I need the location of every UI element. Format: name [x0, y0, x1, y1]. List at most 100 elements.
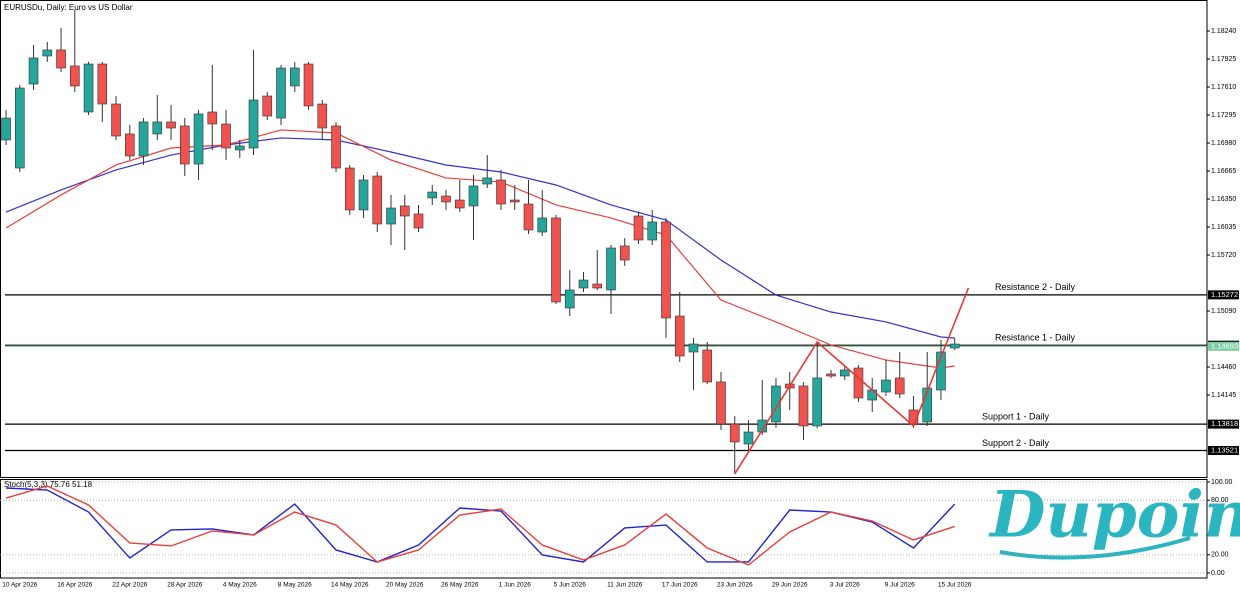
candle-body [688, 343, 699, 353]
moving-average [5, 129, 955, 369]
indicator-title: Stoch(5,3,3) 75.76 51.18 [4, 480, 93, 489]
y-tick-label: 1.14145 [1211, 392, 1236, 399]
moving-average [5, 137, 955, 339]
candle-body [839, 369, 850, 377]
x-tick-label: 15 Jul 2026 [938, 582, 972, 589]
candle-body [276, 67, 286, 119]
x-tick-label: 4 May 2026 [223, 582, 257, 589]
level-label: 1.13521 [1211, 445, 1238, 454]
candle-body [358, 179, 369, 211]
candle-body [331, 125, 341, 169]
y-tick-label: 100.00 [1211, 479, 1233, 486]
candle-body [14, 87, 25, 169]
candle-body [427, 191, 438, 199]
candle-body [606, 247, 616, 291]
y-tick-label: 1.16350 [1211, 196, 1236, 203]
x-tick-label: 5 Jun 2026 [554, 582, 587, 589]
candle-body [771, 385, 781, 423]
x-tick-label: 3 Jul 2026 [830, 582, 860, 589]
x-tick-label: 16 Apr 2026 [57, 582, 92, 589]
candle-body [881, 379, 891, 393]
level-name: Resistance 1 - Daily [995, 333, 1076, 343]
x-tick-label: 8 May 2026 [278, 582, 312, 589]
candle-body [716, 381, 726, 425]
candle-body [138, 121, 149, 157]
candle-body [812, 377, 823, 427]
candle-body [193, 113, 204, 165]
candle-body [867, 389, 878, 401]
candle-body [42, 49, 53, 57]
level-name: Resistance 2 - Daily [995, 282, 1076, 292]
price-label: 1.14693 [1211, 341, 1238, 350]
y-tick-label: 1.17295 [1211, 112, 1236, 119]
x-tick-label: 14 May 2026 [331, 582, 369, 589]
y-tick-label: 1.16665 [1211, 168, 1236, 175]
candle-body [936, 351, 946, 391]
x-tick-label: 26 May 2026 [441, 582, 479, 589]
candle-body [853, 367, 864, 399]
y-tick-label: 1.14460 [1211, 364, 1236, 371]
x-tick-label: 1 Jun 2026 [499, 582, 532, 589]
y-tick-label: 80.00 [1211, 497, 1229, 504]
candle-body [111, 103, 121, 137]
candle-body [234, 145, 245, 151]
candle-body [124, 133, 135, 157]
x-tick-label: 29 Jun 2026 [772, 582, 808, 589]
stoch-line [6, 487, 956, 563]
x-tick-label: 28 Apr 2026 [167, 582, 202, 589]
candle-body [454, 199, 465, 209]
candle-body [674, 315, 685, 357]
candle-body [372, 175, 383, 225]
candle-body [826, 373, 836, 377]
x-tick-label: 11 Jun 2026 [607, 582, 643, 589]
candle-body [179, 125, 190, 165]
candle-body [1, 117, 11, 141]
candle-body [729, 423, 740, 443]
candle-body [303, 63, 314, 107]
candle-body [482, 177, 493, 185]
candle-body [619, 245, 630, 261]
candle-body [83, 63, 94, 113]
level-box [1208, 446, 1239, 456]
candle-body [578, 279, 589, 289]
logo: Dupoin [988, 478, 1240, 553]
candle-body [317, 103, 328, 129]
candle-body [289, 67, 300, 87]
x-tick-label: 22 Apr 2026 [112, 582, 147, 589]
candle-body [248, 99, 259, 149]
level-name: Support 1 - Daily [982, 411, 1050, 421]
logo-swoosh [999, 536, 1191, 560]
candle-body [207, 111, 218, 125]
candle-body [702, 349, 713, 383]
candle-body [166, 121, 176, 129]
y-tick-label: 1.17610 [1211, 84, 1236, 91]
level-box [1208, 290, 1239, 300]
candle-body [413, 213, 424, 229]
x-tick-label: 17 Jun 2026 [662, 582, 698, 589]
y-tick-label: 1.17925 [1211, 56, 1236, 63]
candle-body [537, 217, 548, 233]
y-tick-label: 0.00 [1211, 570, 1225, 577]
candle-body [386, 207, 396, 225]
chart-title: EURUSDu, Daily: Euro vs US Dollar [4, 3, 133, 12]
candle-body [344, 167, 355, 211]
candle-body [69, 65, 80, 87]
candle-body [262, 95, 273, 117]
trendline [734, 287, 970, 475]
candle-body [592, 283, 603, 289]
level-box [1208, 419, 1239, 429]
candle-body [97, 63, 108, 105]
x-tick-label: 9 Jul 2026 [885, 582, 915, 589]
level-name: Support 2 - Daily [982, 438, 1050, 448]
y-tick-label: 1.18240 [1211, 28, 1236, 35]
level-label: 1.13818 [1211, 419, 1238, 428]
x-tick-label: 10 Apr 2026 [2, 582, 37, 589]
candle-body [509, 199, 520, 203]
x-tick-label: 23 Jun 2026 [717, 582, 753, 589]
candle-body [661, 221, 671, 319]
price-pane [0, 0, 1208, 478]
candle-body [152, 121, 163, 135]
candle-body [551, 217, 561, 303]
candle-body [894, 377, 905, 395]
candle-body [496, 179, 506, 205]
